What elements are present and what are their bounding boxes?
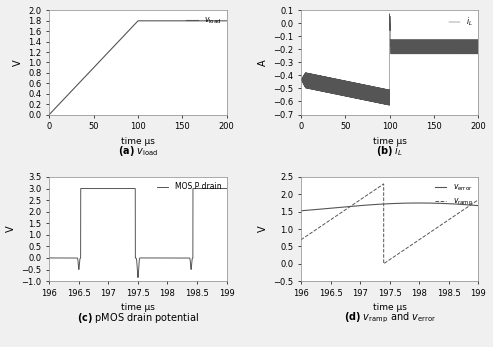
Legend: $i_L$: $i_L$ — [447, 14, 474, 30]
Legend: $v_{\rm error}$, $v_{\rm ramp}$: $v_{\rm error}$, $v_{\rm ramp}$ — [433, 181, 474, 210]
X-axis label: time μs: time μs — [121, 137, 155, 146]
Text: $\bf{(c)}$ pMOS drain potential: $\bf{(c)}$ pMOS drain potential — [77, 311, 199, 325]
Text: $\bf{(b)}$ $i_L$: $\bf{(b)}$ $i_L$ — [376, 144, 403, 158]
X-axis label: time μs: time μs — [373, 303, 407, 312]
Y-axis label: V: V — [6, 226, 16, 232]
Legend: MOS P drain: MOS P drain — [155, 181, 223, 193]
X-axis label: time μs: time μs — [121, 303, 155, 312]
Legend: $v_{\rm load}$: $v_{\rm load}$ — [185, 14, 223, 28]
Y-axis label: A: A — [257, 59, 268, 66]
Y-axis label: V: V — [13, 59, 23, 66]
Text: $\bf{(d)}$ $v_{\rm ramp}$ and $v_{\rm error}$: $\bf{(d)}$ $v_{\rm ramp}$ and $v_{\rm er… — [344, 311, 436, 325]
Text: $\bf{(a)}$ $v_{\rm load}$: $\bf{(a)}$ $v_{\rm load}$ — [118, 144, 158, 158]
Y-axis label: V: V — [258, 226, 268, 232]
X-axis label: time μs: time μs — [373, 137, 407, 146]
